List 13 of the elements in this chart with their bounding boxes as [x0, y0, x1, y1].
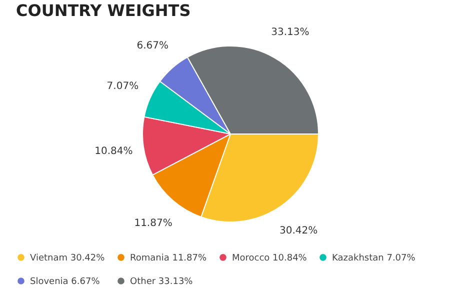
legend-label: Other 33.13%	[130, 277, 194, 287]
data-label: 33.13%	[271, 27, 310, 38]
data-label: 10.84%	[94, 146, 133, 157]
legend-label: Kazakhstan 7.07%	[332, 253, 416, 264]
legend-label: Romania 11.87%	[130, 253, 207, 264]
data-label: 7.07%	[106, 81, 139, 92]
legend-label: Vietnam 30.42%	[30, 253, 106, 264]
legend-label: Morocco 10.84%	[232, 253, 308, 264]
data-label: 6.67%	[136, 40, 169, 52]
data-label: 11.87%	[134, 218, 172, 230]
chart-title: COUNTRY WEIGHTS	[16, 1, 191, 20]
legend-label: Slovenia 6.67%	[30, 277, 100, 287]
data-label: 30.42%	[280, 225, 318, 236]
